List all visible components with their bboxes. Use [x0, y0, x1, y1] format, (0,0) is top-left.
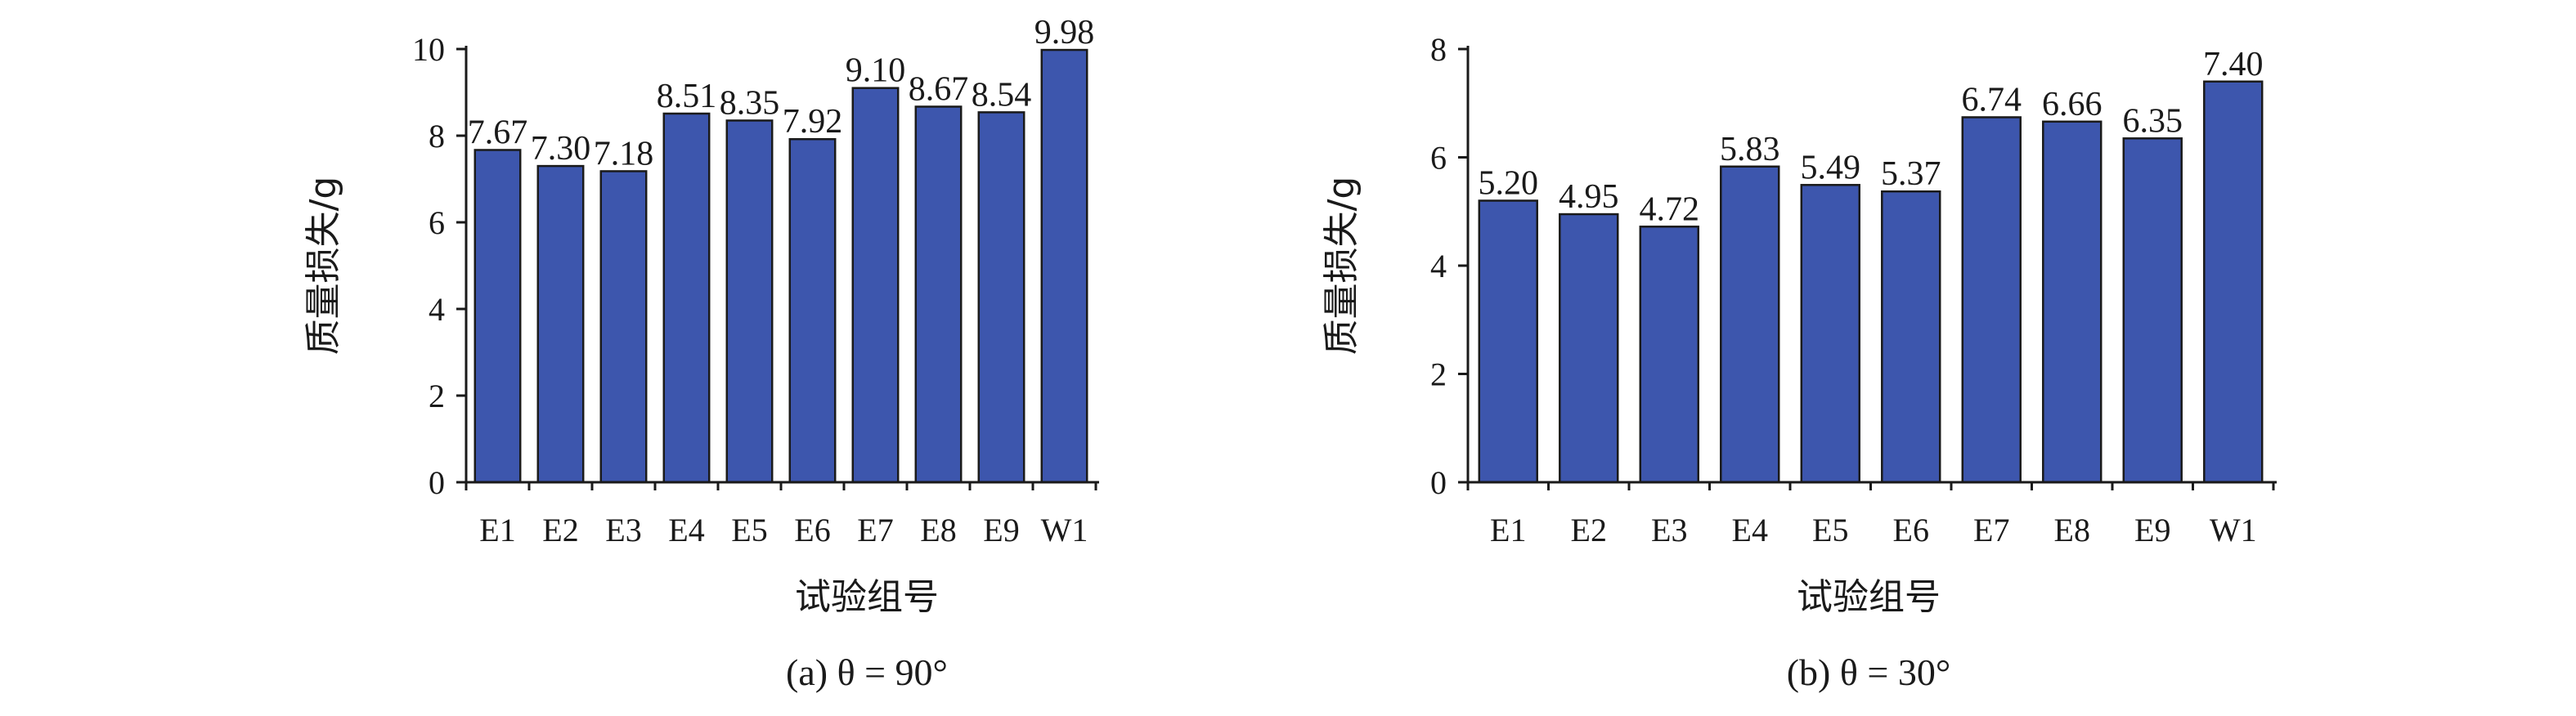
chart-b-y-tick-label: 4 [1430, 248, 1447, 284]
chart-a-bar-w1 [1040, 48, 1088, 484]
chart-a-x-tick-label: W1 [1041, 512, 1088, 548]
chart-b-data-label: 6.74 [1962, 81, 2022, 119]
chart-b-bar-e9 [2122, 137, 2183, 484]
chart-a-data-label: 9.98 [1034, 14, 1095, 51]
chart-a-y-tick-label: 4 [429, 291, 445, 328]
chart-a-x-tick-label: E1 [479, 512, 515, 548]
chart-a-x-axis-title: 试验组号 [795, 576, 939, 618]
chart-b-data-label: 4.95 [1559, 178, 1619, 216]
chart-b-y-tick-label: 8 [1430, 31, 1447, 68]
chart-b-x-tick-label: E2 [1571, 512, 1607, 548]
chart-b-data-label: 7.40 [2203, 46, 2264, 83]
chart-b-bar-w1 [2203, 80, 2264, 484]
chart-b-x-tick-label: E1 [1490, 512, 1526, 548]
chart-a-data-label: 8.54 [972, 76, 1032, 114]
chart-b-bar-e8 [2042, 120, 2103, 484]
chart-b-data-label: 6.66 [2042, 86, 2103, 123]
chart-a-data-label: 8.35 [720, 84, 780, 122]
chart-a-x-tick-label: E6 [794, 512, 830, 548]
chart-a-data-label: 7.67 [468, 114, 528, 151]
chart-b-bar-e3 [1639, 226, 1699, 484]
chart-a-data-label: 7.92 [783, 103, 843, 141]
chart-b-x-tick-label: E9 [2134, 512, 2170, 548]
chart-a-bar-e1 [473, 149, 522, 484]
chart-a-data-label: 9.10 [846, 52, 906, 90]
chart-a-bar-e3 [599, 170, 648, 484]
chart-a-x-tick-label: E8 [920, 512, 956, 548]
chart-a-data-label: 7.30 [531, 130, 591, 168]
chart-b-bar-e2 [1559, 213, 1619, 484]
chart-a-y-tick-label: 6 [429, 204, 445, 241]
chart-a-x-tick-label: E3 [605, 512, 641, 548]
chart-a-y-tick-label: 0 [429, 464, 445, 501]
chart-a-y-axis-title: 质量损失/g [303, 177, 344, 356]
chart-b-panel: 0 2 4 6 8 E1 E2 E3 E4 E5 E6 E7 E8 E9 W1 5.20 4.95 4.72 5.8… [1321, 31, 2277, 693]
chart-b-x-tick-label: W1 [2210, 512, 2257, 548]
chart-a-bar-e6 [788, 137, 837, 484]
chart-a-data-label: 8.51 [657, 78, 717, 115]
chart-b-data-label: 4.72 [1640, 190, 1700, 228]
chart-a-bar-e8 [914, 105, 963, 484]
chart-b-x-tick-label: E3 [1651, 512, 1687, 548]
chart-a-y-tick-label: 2 [429, 378, 445, 414]
chart-a-data-label: 7.18 [594, 135, 654, 172]
chart-b-bar-e5 [1800, 184, 1860, 484]
chart-a-data-label: 8.67 [909, 70, 969, 108]
chart-a-x-tick-label: E5 [731, 512, 767, 548]
chart-b-data-label: 5.49 [1801, 149, 1861, 186]
chart-b-data-label: 5.83 [1720, 131, 1780, 168]
chart-a-bar-e2 [536, 164, 585, 484]
chart-b-x-tick-label: E8 [2054, 512, 2090, 548]
chart-a-bar-e9 [977, 111, 1025, 484]
chart-a-bar-e4 [662, 112, 711, 484]
chart-b-data-label: 5.20 [1479, 165, 1539, 203]
chart-b-x-tick-label: E4 [1732, 512, 1768, 548]
chart-b-y-tick-label: 0 [1430, 464, 1447, 501]
chart-b-bar-e4 [1720, 165, 1780, 484]
chart-b-bar-e6 [1881, 190, 1941, 484]
chart-a-x-tick-label: E4 [668, 512, 704, 548]
chart-b-data-label: 5.37 [1881, 155, 1941, 193]
chart-a-caption: (a) θ = 90° [786, 651, 948, 693]
chart-b-x-tick-label: E6 [1893, 512, 1929, 548]
chart-b-y-tick-label: 2 [1430, 356, 1447, 393]
chart-a-x-tick-label: E9 [983, 512, 1019, 548]
chart-a-bar-e5 [725, 119, 774, 484]
chart-a-bar-e7 [851, 87, 900, 484]
chart-b-bar-e1 [1478, 199, 1538, 484]
chart-b-x-tick-label: E7 [1973, 512, 2009, 548]
chart-a-y-tick-label: 10 [412, 31, 445, 68]
chart-b-bar-e7 [1961, 116, 2022, 484]
chart-b-y-tick-label: 6 [1430, 140, 1447, 177]
chart-a-y-tick-label: 8 [429, 118, 445, 154]
chart-b-caption: (b) θ = 30° [1787, 651, 1951, 693]
chart-a-x-tick-label: E7 [857, 512, 893, 548]
chart-b-x-axis-title: 试验组号 [1797, 576, 1941, 618]
chart-b-data-label: 6.35 [2123, 102, 2183, 140]
chart-b-x-tick-label: E5 [1812, 512, 1848, 548]
chart-a-x-tick-label: E2 [542, 512, 578, 548]
chart-b-y-axis-title: 质量损失/g [1321, 177, 1362, 356]
